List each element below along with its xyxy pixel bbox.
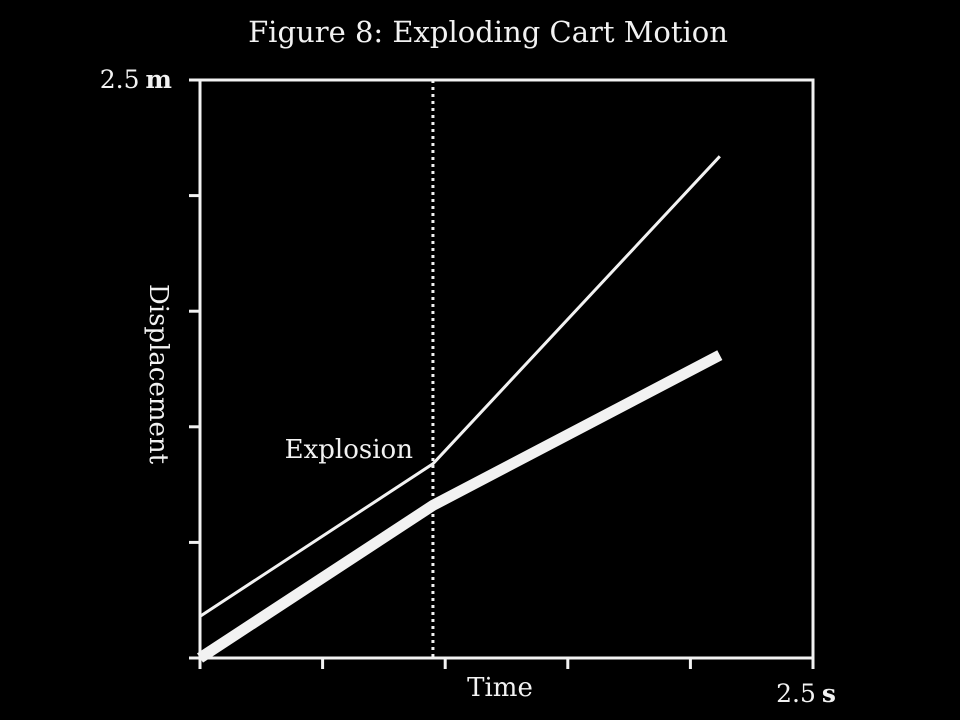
x-axis-max-value: 2.5 [776,679,816,708]
plot-frame [198,78,815,660]
y-axis-ticks [189,78,200,660]
x-axis-unit: s [822,679,836,708]
y-axis-label: Displacement [143,284,173,465]
chart-title: Figure 8: Exploding Cart Motion [248,15,728,49]
x-axis-ticks [198,658,815,669]
y-axis-max-label: 2.5 m [100,65,172,94]
series-line-thin [199,155,721,618]
y-axis-max-value: 2.5 [100,65,140,94]
series-line-thick [196,350,723,663]
x-axis-label: Time [467,673,533,703]
explosion-annotation: Explosion [285,435,414,465]
x-axis-max-label: 2.5 s [776,679,836,708]
y-axis-unit: m [146,65,172,94]
